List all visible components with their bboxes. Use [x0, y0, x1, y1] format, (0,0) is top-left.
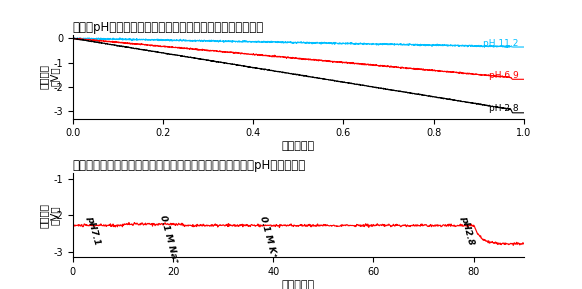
Text: pH7.1: pH7.1 — [86, 214, 102, 246]
Y-axis label: 出力電圧
（V）: 出力電圧 （V） — [38, 203, 60, 228]
Text: 0.1 M Na⁺: 0.1 M Na⁺ — [158, 214, 179, 265]
Text: pH2.8: pH2.8 — [459, 214, 475, 246]
X-axis label: 時間（秒）: 時間（秒） — [282, 141, 315, 151]
Text: pH 2.8: pH 2.8 — [489, 104, 519, 113]
Y-axis label: 出力電圧
（V）: 出力電圧 （V） — [38, 64, 60, 89]
Text: 汗中に含まれる異なるイオン（ナトリウム、カリウム）とpH値の選択性: 汗中に含まれる異なるイオン（ナトリウム、カリウム）とpH値の選択性 — [73, 159, 306, 172]
X-axis label: 時間（秒）: 時間（秒） — [282, 280, 315, 289]
Text: 0.1 M K⁺: 0.1 M K⁺ — [258, 215, 278, 259]
Text: pH 6.9: pH 6.9 — [489, 71, 519, 80]
Text: 異なるpH溶液による電荷転送・蓄積による出力電圧の変化: 異なるpH溶液による電荷転送・蓄積による出力電圧の変化 — [73, 21, 264, 34]
Text: pH 11.2: pH 11.2 — [483, 39, 519, 48]
